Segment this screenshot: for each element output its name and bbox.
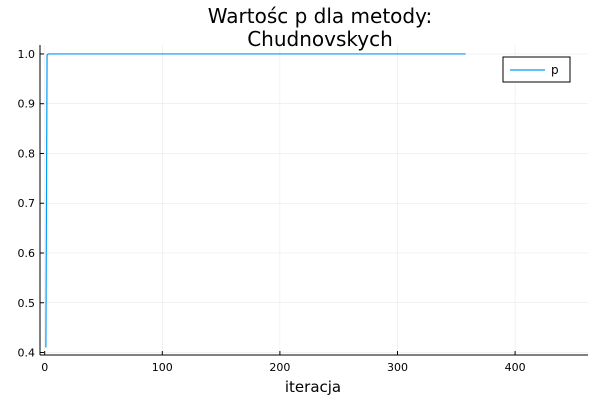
x-tick-label: 100: [152, 361, 173, 374]
legend: p: [502, 56, 571, 83]
x-axis-title: iteracja: [285, 378, 341, 396]
grid: [40, 45, 588, 355]
legend-label-p: p: [551, 63, 559, 77]
x-tick-label: 300: [387, 361, 408, 374]
y-tick-label: 0.4: [18, 347, 36, 360]
y-ticks: 0.4 0.5 0.6 0.7 0.8 0.9 1.0: [18, 48, 44, 360]
series: [45, 53, 466, 348]
series-line-p: [45, 53, 466, 348]
chart-title-line-1: Wartośc p dla metody:: [208, 4, 432, 28]
y-tick-label: 0.7: [18, 197, 36, 210]
x-tick-label: 0: [41, 361, 48, 374]
x-tick-label: 400: [505, 361, 526, 374]
y-tick-label: 0.8: [18, 147, 36, 160]
y-tick-label: 0.6: [18, 247, 36, 260]
chart-title-line-2: Chudnovskych: [247, 27, 393, 51]
x-tick-label: 200: [269, 361, 290, 374]
axes: [39, 45, 588, 356]
x-ticks: 0 100 200 300 400: [41, 351, 526, 374]
y-tick-label: 1.0: [18, 48, 36, 61]
y-tick-label: 0.5: [18, 297, 36, 310]
y-tick-label: 0.9: [18, 98, 36, 111]
